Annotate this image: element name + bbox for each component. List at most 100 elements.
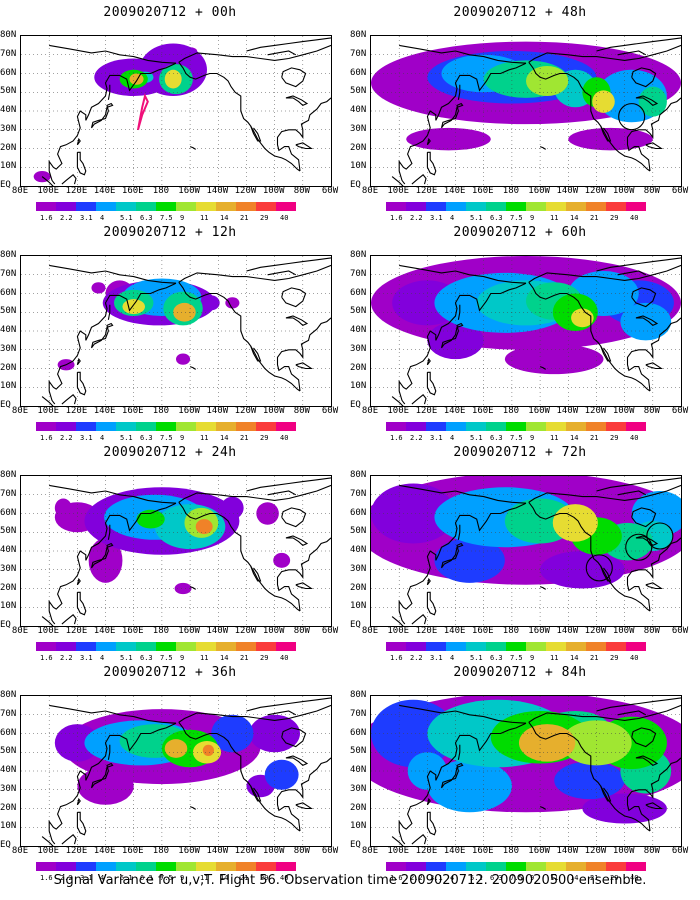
lat-tick-label: 50N	[350, 306, 367, 317]
colorbar-swatch	[276, 422, 296, 431]
colorbar-label: 21	[590, 654, 599, 662]
colorbar-swatch	[386, 862, 406, 871]
coastline	[600, 345, 612, 362]
colorbar-swatch	[196, 642, 216, 651]
lon-tick-label: 160E	[471, 626, 494, 636]
lon-tick-label: 140W	[206, 626, 229, 636]
colorbar-swatch	[236, 862, 256, 871]
lon-tick-label: 180	[152, 626, 170, 636]
lat-tick-label: 40N	[350, 545, 367, 555]
coastline	[295, 142, 314, 150]
lon-tick-label: 80W	[293, 626, 310, 636]
colorbar-swatch	[626, 642, 646, 651]
coastline	[528, 61, 651, 172]
colorbar-label: 21	[240, 874, 249, 882]
coastline	[617, 490, 647, 496]
colorbar-swatch	[276, 202, 296, 211]
coastline	[645, 362, 664, 370]
colorbar-swatch	[546, 642, 566, 651]
colorbar-swatch	[176, 862, 196, 871]
colorbar-label: 6.3	[490, 874, 503, 882]
lat-tick-label: 80N	[350, 470, 367, 480]
coastline	[398, 282, 527, 405]
colorbar-swatch	[506, 202, 526, 211]
lat-tick-label: 50N	[0, 306, 17, 317]
lon-tick-label: 140E	[443, 846, 466, 856]
lat-tick-label: 60N	[0, 507, 17, 518]
lat-tick-label: 20N	[0, 362, 17, 373]
colorbar-swatch	[136, 642, 156, 651]
lat-tick-label: 20N	[350, 142, 367, 153]
map-svg	[21, 696, 331, 846]
colorbar-swatch	[586, 862, 606, 871]
colorbar-swatch	[156, 862, 176, 871]
colorbar-swatch	[176, 202, 196, 211]
colorbar-label: 3.1	[80, 654, 93, 662]
lat-tick-label: 40N	[350, 325, 367, 335]
coastline	[539, 146, 546, 150]
coastline	[246, 257, 331, 272]
coastline	[411, 614, 427, 625]
colorbar-label: 29	[260, 874, 269, 882]
coastline	[178, 484, 331, 503]
lat-tick-label: 10N	[350, 601, 367, 612]
coastline	[76, 811, 87, 836]
spread-contour-region	[264, 759, 299, 790]
colorbar-label: 4	[100, 434, 105, 442]
coastline	[276, 757, 331, 832]
colorbar-label: 6.3	[140, 654, 153, 662]
lon-tick-label: 160E	[121, 846, 144, 856]
colorbar-swatch	[136, 862, 156, 871]
lon-tick-label: 100W	[262, 626, 285, 636]
lon-tick-label: 160W	[178, 626, 200, 636]
coastline	[635, 95, 659, 107]
coastline	[426, 797, 431, 806]
colorbar-swatch	[526, 202, 546, 211]
map-panel: 2009020712 + 00h 80N 70N 60N 50N 40N 30N 20N 10N…	[0, 5, 340, 222]
lat-tick-label: EQ	[0, 400, 11, 410]
spread-contour-region	[571, 308, 594, 328]
lat-tick-label: 40N	[350, 765, 367, 775]
spread-contour-region	[173, 302, 196, 322]
colorbar-swatch	[526, 642, 546, 651]
colorbar-label: 11	[550, 654, 559, 662]
coastline	[398, 502, 527, 625]
colorbar-swatch	[236, 202, 256, 211]
coastline	[76, 137, 81, 146]
lat-tick-label: 10N	[350, 821, 367, 832]
spread-contour-region	[164, 69, 182, 89]
colorbar-swatch	[216, 422, 236, 431]
colorbar-label: 11	[550, 434, 559, 442]
coastline	[528, 501, 651, 612]
lon-tick-label: 60W	[321, 846, 339, 856]
lat-tick-label: 50N	[350, 746, 367, 757]
coastline	[398, 62, 527, 185]
map-panel: 2009020712 + 48h 80N 70N 60N 50N 40N 30N 20N 10N…	[350, 5, 690, 222]
colorbar-label: 29	[610, 874, 619, 882]
spread-contour-region	[554, 761, 625, 800]
colorbar-swatch	[606, 862, 626, 871]
coastline	[76, 797, 81, 806]
lon-tick-label: 120E	[415, 406, 438, 416]
colorbar-swatch	[76, 642, 96, 651]
colorbar-label: 5.1	[470, 654, 483, 662]
lon-tick-label: 80E	[361, 846, 379, 856]
observation-circle	[646, 522, 674, 550]
spread-contour-region	[174, 582, 192, 595]
coastline	[596, 477, 681, 492]
colorbar-label: 6.3	[140, 434, 153, 442]
spread-contour-region	[54, 498, 72, 518]
coastline	[49, 484, 177, 504]
colorbar-swatch	[116, 202, 136, 211]
colorbar-label: 1.6	[40, 214, 53, 222]
colorbar-label: 11	[200, 214, 209, 222]
colorbar-label: 5.1	[470, 214, 483, 222]
spread-contour-region	[434, 537, 505, 583]
lon-tick-label: 100E	[387, 406, 410, 416]
spread-contour-region	[526, 66, 569, 96]
colorbar-label: 14	[570, 434, 579, 442]
lat-tick-label: 40N	[0, 325, 17, 335]
colorbar-label: 9	[180, 214, 185, 222]
colorbar-label: 7.5	[160, 874, 173, 882]
coastline	[645, 582, 664, 590]
